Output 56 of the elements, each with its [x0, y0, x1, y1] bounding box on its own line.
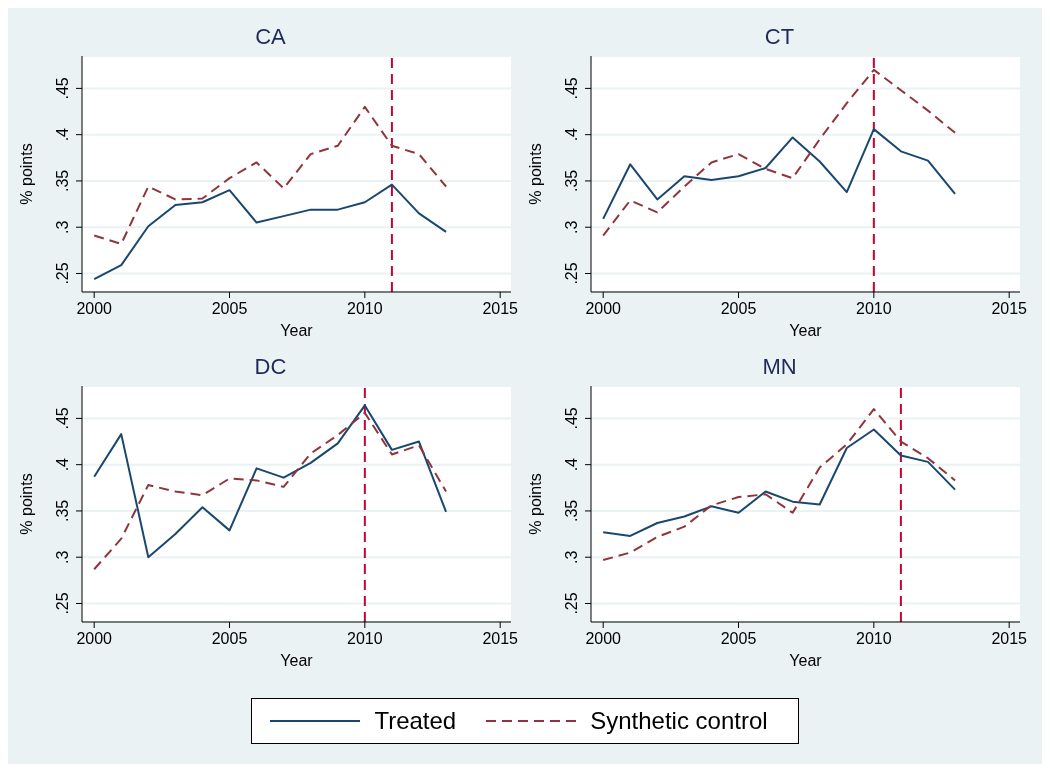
- x-tick-label: 2015: [991, 300, 1028, 317]
- line-series: [602, 128, 957, 220]
- y-tick-label: .35: [54, 499, 71, 523]
- x-tick-label: 2005: [211, 300, 248, 317]
- y-tick-label: .45: [563, 407, 580, 430]
- chart-title: DC: [253, 353, 288, 381]
- y-tick-label: .3: [563, 550, 580, 564]
- y-tick-label: .25: [563, 262, 580, 285]
- y-axis-title: % points: [526, 473, 544, 535]
- y-tick-label: .35: [563, 169, 580, 193]
- chart-title: CA: [254, 23, 287, 51]
- x-tick-label: 2000: [585, 630, 622, 647]
- legend-label: Treated: [374, 707, 457, 735]
- line-series: [602, 68, 957, 237]
- y-tick-label: .35: [54, 169, 71, 193]
- line-series: [93, 183, 448, 281]
- chart-title: CT: [763, 23, 796, 51]
- y-tick-label: .3: [54, 220, 71, 234]
- x-tick-label: 2000: [76, 300, 113, 317]
- x-tick-label: 2010: [856, 630, 892, 647]
- y-axis-title: % points: [526, 143, 544, 205]
- y-tick-label: .25: [563, 592, 580, 615]
- x-axis-title: Year: [789, 652, 823, 669]
- y-tick-label: .45: [563, 77, 580, 100]
- y-tick-label: .45: [54, 407, 71, 430]
- y-axis-title: % points: [17, 143, 35, 205]
- x-tick-label: 2005: [720, 300, 757, 317]
- x-tick-label: 2010: [347, 630, 383, 647]
- y-tick-label: .3: [563, 220, 580, 234]
- x-axis-title: Year: [789, 322, 823, 339]
- x-tick-label: 2010: [856, 300, 892, 317]
- x-tick-label: 2000: [585, 300, 622, 317]
- x-tick-label: 2015: [482, 630, 519, 647]
- y-tick-label: .4: [563, 457, 580, 472]
- line-series: [93, 105, 448, 245]
- legend-label: Synthetic control: [590, 707, 768, 735]
- chart-title: MN: [761, 353, 798, 381]
- x-tick-label: 2015: [482, 300, 519, 317]
- y-tick-label: .35: [563, 499, 580, 523]
- x-tick-label: 2015: [991, 630, 1028, 647]
- y-tick-label: .45: [54, 77, 71, 100]
- y-tick-label: .3: [54, 550, 71, 564]
- x-tick-label: 2010: [347, 300, 383, 317]
- x-tick-label: 2005: [211, 630, 248, 647]
- y-axis-title: % points: [17, 473, 35, 535]
- x-axis-title: Year: [280, 322, 314, 339]
- y-tick-label: .4: [54, 457, 71, 472]
- line-series: [602, 408, 957, 561]
- y-tick-label: .4: [563, 127, 580, 142]
- x-axis-title: Year: [280, 652, 314, 669]
- x-tick-label: 2005: [720, 630, 757, 647]
- y-tick-label: .4: [54, 127, 71, 142]
- x-tick-label: 2000: [76, 630, 113, 647]
- y-tick-label: .25: [54, 262, 71, 285]
- y-tick-label: .25: [54, 592, 71, 615]
- line-series: [602, 428, 957, 537]
